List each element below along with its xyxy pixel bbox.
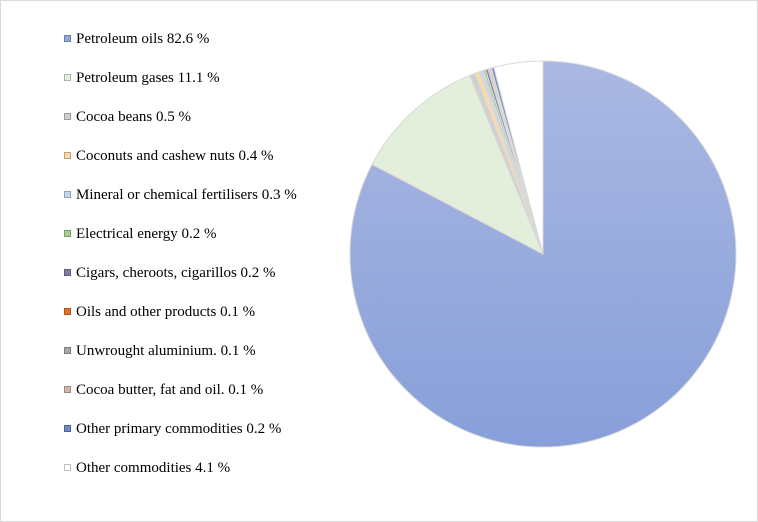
legend-swatch [64,74,71,81]
legend-item: Coconuts and cashew nuts 0.4 % [64,145,344,184]
legend-label: Other primary commodities 0.2 % [76,421,282,437]
legend-item: Other primary commodities 0.2 % [64,418,344,457]
legend-label: Mineral or chemical fertilisers 0.3 % [76,187,297,203]
legend-swatch [64,152,71,159]
legend-label: Coconuts and cashew nuts 0.4 % [76,148,274,164]
chart-legend: Petroleum oils 82.6 % Petroleum gases 11.… [64,28,344,496]
legend-item: Oils and other products 0.1 % [64,301,344,340]
legend-swatch [64,347,71,354]
legend-label: Cocoa butter, fat and oil. 0.1 % [76,382,264,398]
legend-item: Cocoa beans 0.5 % [64,106,344,145]
legend-swatch [64,308,71,315]
legend-item: Petroleum gases 11.1 % [64,67,344,106]
legend-item: Electrical energy 0.2 % [64,223,344,262]
legend-swatch [64,269,71,276]
legend-swatch [64,464,71,471]
legend-label: Oils and other products 0.1 % [76,304,256,320]
legend-label: Unwrought aluminium. 0.1 % [76,343,256,359]
legend-item: Petroleum oils 82.6 % [64,28,344,67]
legend-label: Other commodities 4.1 % [76,460,231,476]
legend-label: Cigars, cheroots, cigarillos 0.2 % [76,265,276,281]
legend-swatch [64,113,71,120]
legend-swatch [64,191,71,198]
legend-swatch [64,386,71,393]
legend-item: Cocoa butter, fat and oil. 0.1 % [64,379,344,418]
pie-slice [371,74,544,256]
legend-swatch [64,425,71,432]
legend-label: Cocoa beans 0.5 % [76,109,191,125]
legend-label: Petroleum gases 11.1 % [76,70,220,86]
legend-swatch [64,35,71,42]
pie-slice [493,60,544,255]
legend-item: Mineral or chemical fertilisers 0.3 % [64,184,344,223]
legend-swatch [64,230,71,237]
legend-item: Cigars, cheroots, cigarillos 0.2 % [64,262,344,301]
legend-label: Petroleum oils 82.6 % [76,31,210,47]
legend-item: Unwrought aluminium. 0.1 % [64,340,344,379]
pie-slice [349,60,737,448]
legend-label: Electrical energy 0.2 % [76,226,217,242]
legend-item: Other commodities 4.1 % [64,457,344,496]
